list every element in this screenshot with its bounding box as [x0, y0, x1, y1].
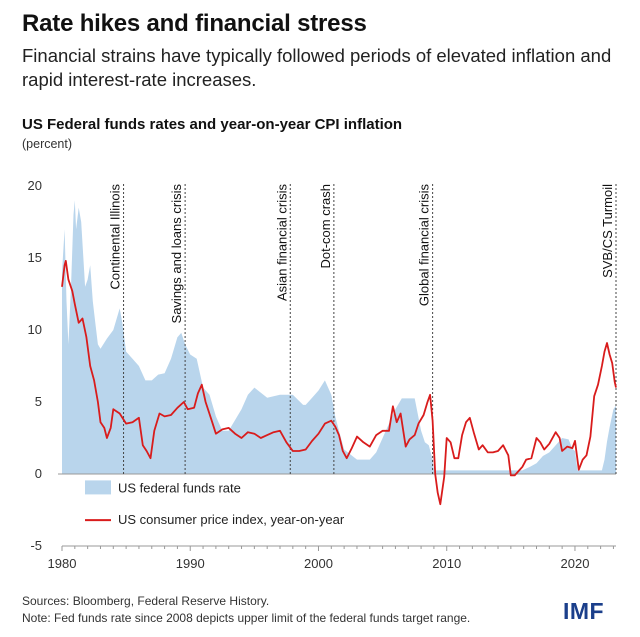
event-label-0: Continental Illinois	[108, 184, 123, 290]
x-tick-label: 2020	[561, 556, 590, 571]
event-label-2: Asian financial crisis	[274, 184, 289, 302]
x-tick-label: 2010	[432, 556, 461, 571]
event-label-4: Global financial crisis	[417, 184, 432, 307]
chart-footnote: Sources: Bloomberg, Federal Reserve Hist…	[22, 593, 470, 627]
sources-text: Sources: Bloomberg, Federal Reserve Hist…	[22, 594, 270, 608]
y-tick-label: 0	[35, 466, 42, 481]
series-fed-funds-area	[62, 200, 616, 474]
x-tick-label: 1980	[48, 556, 77, 571]
event-label-3: Dot-com crash	[318, 184, 333, 269]
y-tick-label: 20	[28, 178, 42, 193]
legend-swatch-fed-funds	[85, 480, 111, 495]
y-tick-label: 15	[28, 250, 42, 265]
x-tick-label: 1990	[176, 556, 205, 571]
y-tick-label: 10	[28, 322, 42, 337]
event-label-5: SVB/CS Turmoil	[600, 184, 615, 278]
x-tick-label: 2000	[304, 556, 333, 571]
chart-plot: Continental Illinois Savings and loans cr…	[28, 178, 617, 571]
imf-logo: IMF	[563, 598, 605, 624]
page-subtitle: Financial strains have typically followe…	[22, 45, 612, 90]
series-cpi-line	[61, 260, 617, 506]
y-axis-unit-label: (percent)	[22, 137, 73, 151]
page-title: Rate hikes and financial stress	[22, 10, 367, 37]
note-text: Note: Fed funds rate since 2008 depicts …	[22, 611, 471, 625]
legend-label-fed-funds: US federal funds rate	[118, 480, 241, 495]
y-tick-label: -5	[30, 538, 42, 553]
legend-label-cpi: US consumer price index, year-on-year	[118, 512, 345, 527]
y-tick-label: 5	[35, 394, 42, 409]
chart-title: US Federal funds rates and year-on-year …	[22, 116, 403, 133]
event-label-1: Savings and loans crisis	[169, 184, 184, 324]
